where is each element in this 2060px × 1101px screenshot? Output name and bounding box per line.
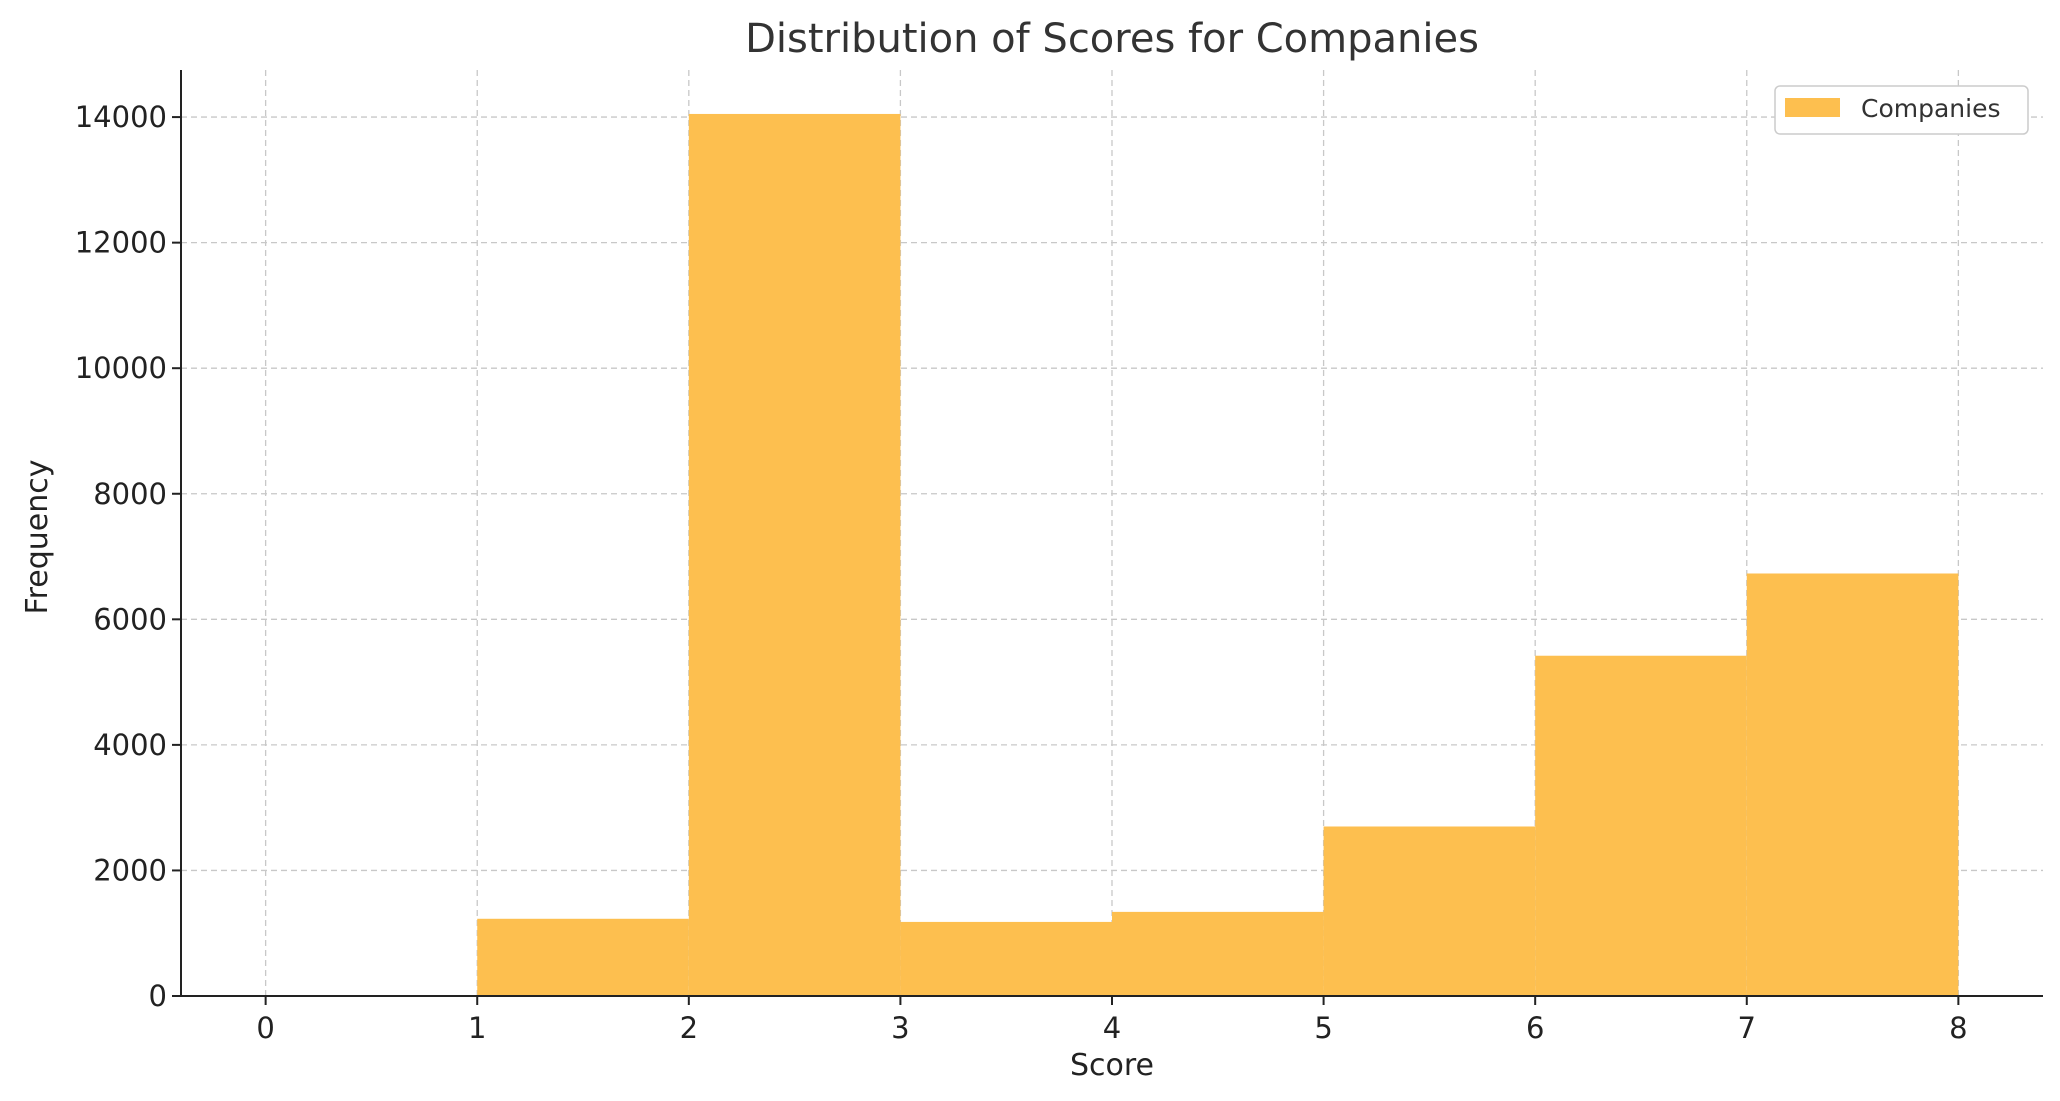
x-axis-ticks: 0 1 2 3 4 5 6 7 8 <box>256 996 1968 1045</box>
histogram-bar <box>900 921 1112 996</box>
y-tick-label: 14000 <box>75 100 167 134</box>
x-tick-label: 1 <box>468 1011 486 1045</box>
histogram-bar <box>1112 911 1324 996</box>
histogram-bar <box>1535 655 1747 996</box>
histogram-bar <box>1746 573 1959 996</box>
x-tick-label: 5 <box>1314 1011 1332 1045</box>
histogram-bar <box>688 113 901 997</box>
histogram-bar <box>477 918 689 996</box>
x-tick-label: 8 <box>1949 1011 1967 1045</box>
histogram-bars <box>477 113 1959 997</box>
y-tick-label: 2000 <box>93 853 167 887</box>
y-tick-label: 8000 <box>93 477 167 511</box>
y-axis-label: Frequency <box>20 460 55 615</box>
y-tick-label: 0 <box>149 979 167 1013</box>
chart-title: Distribution of Scores for Companies <box>745 16 1479 62</box>
legend: Companies <box>1774 85 2029 135</box>
y-tick-label: 6000 <box>93 602 167 636</box>
x-tick-label: 3 <box>891 1011 909 1045</box>
x-tick-label: 7 <box>1738 1011 1756 1045</box>
x-tick-label: 4 <box>1103 1011 1121 1045</box>
x-tick-label: 2 <box>680 1011 698 1045</box>
y-tick-label: 4000 <box>93 728 167 762</box>
histogram-bar <box>1323 826 1536 996</box>
legend-label: Companies <box>1861 94 2001 123</box>
y-tick-label: 12000 <box>75 226 167 260</box>
y-tick-label: 10000 <box>75 351 167 385</box>
y-axis-ticks: 0 2000 4000 6000 8000 10000 12000 14000 <box>75 100 181 1013</box>
x-axis-label: Score <box>1070 1048 1154 1083</box>
legend-swatch <box>1785 98 1840 117</box>
x-tick-label: 6 <box>1526 1011 1544 1045</box>
x-tick-label: 0 <box>256 1011 274 1045</box>
